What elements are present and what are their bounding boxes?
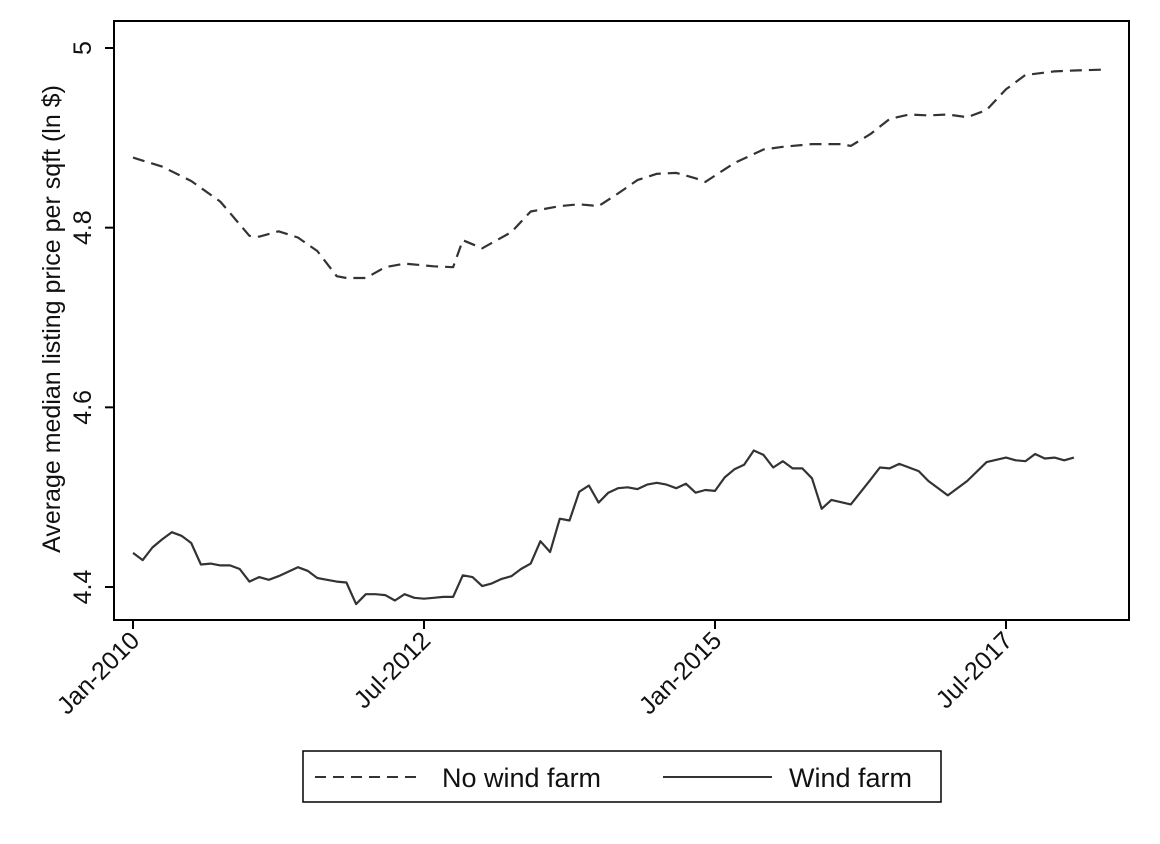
y-axis: 4.4 4.6 4.8 5	[69, 41, 114, 604]
series-line-wind-farm	[132, 449, 1075, 606]
legend: No wind farm Wind farm	[302, 750, 942, 803]
legend-label-wind-farm: Wind farm	[789, 763, 912, 793]
y-tick-label: 5	[69, 41, 97, 55]
legend-label-no-wind-farm: No wind farm	[442, 763, 601, 793]
y-tick-label: 4.6	[69, 390, 97, 425]
y-axis-label: Average median listing price per sqft (l…	[38, 85, 66, 553]
y-tick-label: 4.4	[69, 570, 97, 605]
series-line-no-wind-farm	[132, 68, 1104, 280]
plot-frame	[113, 20, 1130, 621]
x-tick-label: Jan-2015	[634, 626, 728, 720]
x-axis: Jan-2010 Jul-2012 Jan-2015 Jul-2017	[52, 620, 1019, 720]
x-tick-label: Jan-2010	[52, 626, 146, 720]
y-tick-label: 4.8	[69, 210, 97, 245]
series-layer	[132, 68, 1104, 606]
x-tick-label: Jul-2017	[931, 626, 1019, 714]
x-tick-label: Jul-2012	[349, 626, 437, 714]
